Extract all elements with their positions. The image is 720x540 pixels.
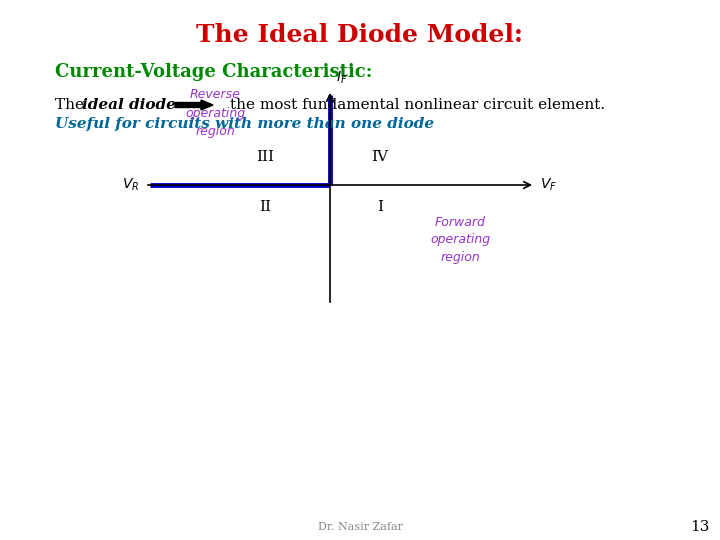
Text: II: II	[259, 200, 271, 214]
Text: The Ideal Diode Model:: The Ideal Diode Model:	[197, 23, 523, 47]
Text: ideal diode: ideal diode	[82, 98, 176, 112]
Text: I: I	[377, 200, 383, 214]
Text: Forward
operating
region: Forward operating region	[430, 215, 490, 265]
Text: 13: 13	[690, 520, 710, 534]
Text: IV: IV	[372, 150, 389, 164]
Text: Useful for circuits with more than one diode: Useful for circuits with more than one d…	[55, 117, 434, 131]
Text: $V_F$: $V_F$	[540, 177, 557, 193]
Text: Reverse
operating
region: Reverse operating region	[185, 89, 245, 138]
Text: $I_F$: $I_F$	[336, 70, 348, 86]
Text: the most fundamental nonlinear circuit element.: the most fundamental nonlinear circuit e…	[230, 98, 605, 112]
Text: Current-Voltage Characteristic:: Current-Voltage Characteristic:	[55, 63, 372, 81]
FancyArrow shape	[175, 100, 213, 110]
Text: The: The	[55, 98, 89, 112]
Text: Dr. Nasir Zafar: Dr. Nasir Zafar	[318, 522, 402, 532]
Text: III: III	[256, 150, 274, 164]
Text: $V_R$: $V_R$	[122, 177, 139, 193]
